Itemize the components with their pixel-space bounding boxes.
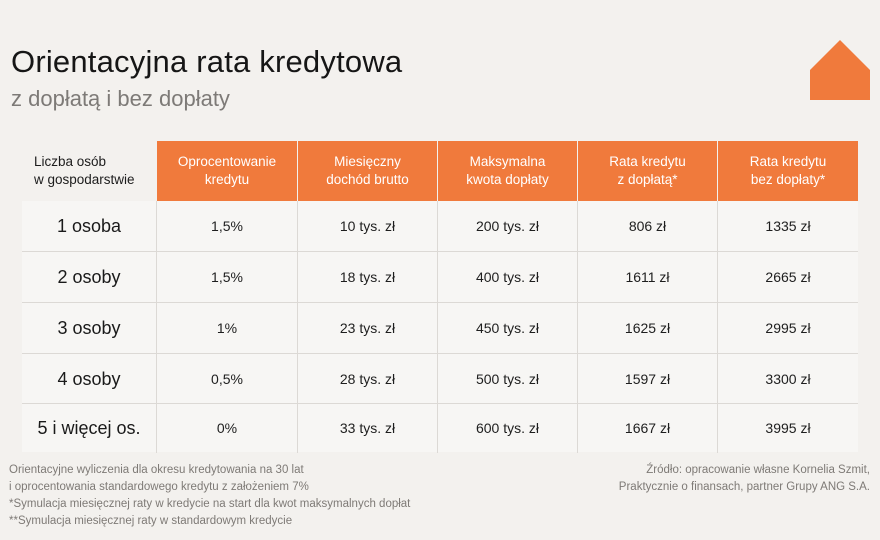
subsidy-cell: 600 tys. zł <box>438 403 578 453</box>
subsidy-cell: 400 tys. zł <box>438 252 578 302</box>
header-label: Oprocentowanie kredytu <box>177 154 277 187</box>
house-icon <box>810 40 870 100</box>
header-interest-rate: Oprocentowanie kredytu <box>157 141 297 201</box>
source-line: Praktycznie o finansach, partner Grupy A… <box>618 481 870 493</box>
interest-cell: 0% <box>157 403 298 453</box>
header-label: Rata kredytu z dopłatą* <box>609 154 686 187</box>
income-cell: 28 tys. zł <box>298 354 438 404</box>
subsidy-cell: 450 tys. zł <box>438 303 578 353</box>
page-title: Orientacyjna rata kredytowa <box>11 44 403 79</box>
interest-cell: 1% <box>157 303 298 353</box>
rate-with-subsidy-cell: 806 zł <box>578 201 718 251</box>
source-note: Źródło: opracowanie własne Kornelia Szmi… <box>619 462 870 496</box>
table-row: 3 osoby 1% 23 tys. zł 450 tys. zł 1625 z… <box>22 303 858 353</box>
income-cell: 18 tys. zł <box>298 252 438 302</box>
table-body <box>22 201 858 452</box>
loan-rate-table: Liczba osób w gospodarstwie Oprocentowan… <box>22 141 858 453</box>
footnote-line: **Symulacja miesięcznej raty w standardo… <box>9 515 293 527</box>
header-label: Maksymalna kwota dopłaty <box>466 154 549 187</box>
table-row: 5 i więcej os. 0% 33 tys. zł 600 tys. zł… <box>22 403 858 453</box>
rate-without-subsidy-cell: 3995 zł <box>765 420 811 436</box>
income-cell: 33 tys. zł <box>298 403 438 453</box>
header-rate-with-subsidy: Rata kredytu z dopłatą* <box>578 141 717 201</box>
income-cell: 23 tys. zł <box>298 303 438 353</box>
interest-cell: 1,5% <box>157 252 298 302</box>
header-label: Rata kredytu bez dopłaty* <box>749 154 827 187</box>
rate-with-subsidy-cell: 1611 zł <box>578 252 718 302</box>
household-cell: 2 osoby <box>22 252 157 302</box>
rate-without-subsidy-cell: 3300 zł <box>765 371 811 387</box>
row-divider <box>22 251 858 252</box>
footnotes: Orientacyjne wyliczenia dla okresu kredy… <box>9 462 410 530</box>
footnote-line: Orientacyjne wyliczenia dla okresu kredy… <box>9 464 304 476</box>
row-divider <box>22 353 858 354</box>
header-label: Liczba osób w gospodarstwie <box>34 154 135 187</box>
rate-with-subsidy-cell: 1667 zł <box>578 403 718 453</box>
subsidy-cell: 200 tys. zł <box>438 201 578 251</box>
header-monthly-income: Miesięczny dochód brutto <box>298 141 437 201</box>
header-label: Miesięczny dochód brutto <box>326 154 409 187</box>
footnote-line: *Symulacja miesięcznej raty w kredycie n… <box>9 498 411 510</box>
household-cell: 3 osoby <box>22 303 157 353</box>
source-line: Źródło: opracowanie własne Kornelia Szmi… <box>646 464 870 476</box>
rate-without-subsidy-cell: 2995 zł <box>765 320 811 336</box>
rate-with-subsidy-cell: 1597 zł <box>578 354 718 404</box>
household-cell: 1 osoba <box>22 201 157 251</box>
header-household-size: Liczba osób w gospodarstwie <box>22 141 157 201</box>
household-cell: 4 osoby <box>22 354 157 404</box>
table-row: 4 osoby 0,5% 28 tys. zł 500 tys. zł 1597… <box>22 354 858 404</box>
rate-without-subsidy-cell: 1335 zł <box>765 218 811 234</box>
footnote-line: i oprocentowania standardowego kredytu z… <box>9 481 309 493</box>
row-divider <box>22 403 858 404</box>
income-cell: 10 tys. zł <box>298 201 438 251</box>
table-row: 2 osoby 1,5% 18 tys. zł 400 tys. zł 1611… <box>22 252 858 302</box>
rate-without-subsidy-cell: 2665 zł <box>765 269 811 285</box>
table-row: 1 osoba 1,5% 10 tys. zł 200 tys. zł 806 … <box>22 201 858 251</box>
row-divider <box>22 302 858 303</box>
interest-cell: 1,5% <box>157 201 298 251</box>
subsidy-cell: 500 tys. zł <box>438 354 578 404</box>
household-cell: 5 i więcej os. <box>22 403 157 453</box>
rate-with-subsidy-cell: 1625 zł <box>578 303 718 353</box>
header-rate-without-subsidy: Rata kredytu bez dopłaty* <box>718 141 858 201</box>
interest-cell: 0,5% <box>157 354 298 404</box>
header-max-subsidy: Maksymalna kwota dopłaty <box>438 141 577 201</box>
page-subtitle: z dopłatą i bez dopłaty <box>11 86 230 111</box>
